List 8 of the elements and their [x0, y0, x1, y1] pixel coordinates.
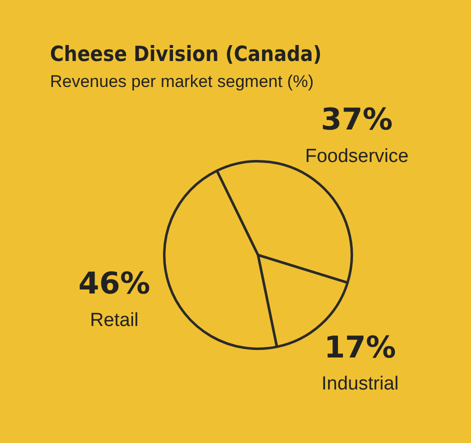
- data-label: 37%: [320, 102, 393, 138]
- data-label: 46%: [78, 266, 150, 302]
- slice-label: Foodservice: [305, 146, 409, 167]
- chart-subtitle: Revenues per market segment (%): [50, 72, 314, 92]
- slice-label: Industrial: [321, 374, 399, 395]
- slice-label: Retail: [90, 310, 139, 332]
- chart-title: Cheese Division (Canada): [50, 42, 322, 66]
- data-label: 17%: [324, 330, 396, 366]
